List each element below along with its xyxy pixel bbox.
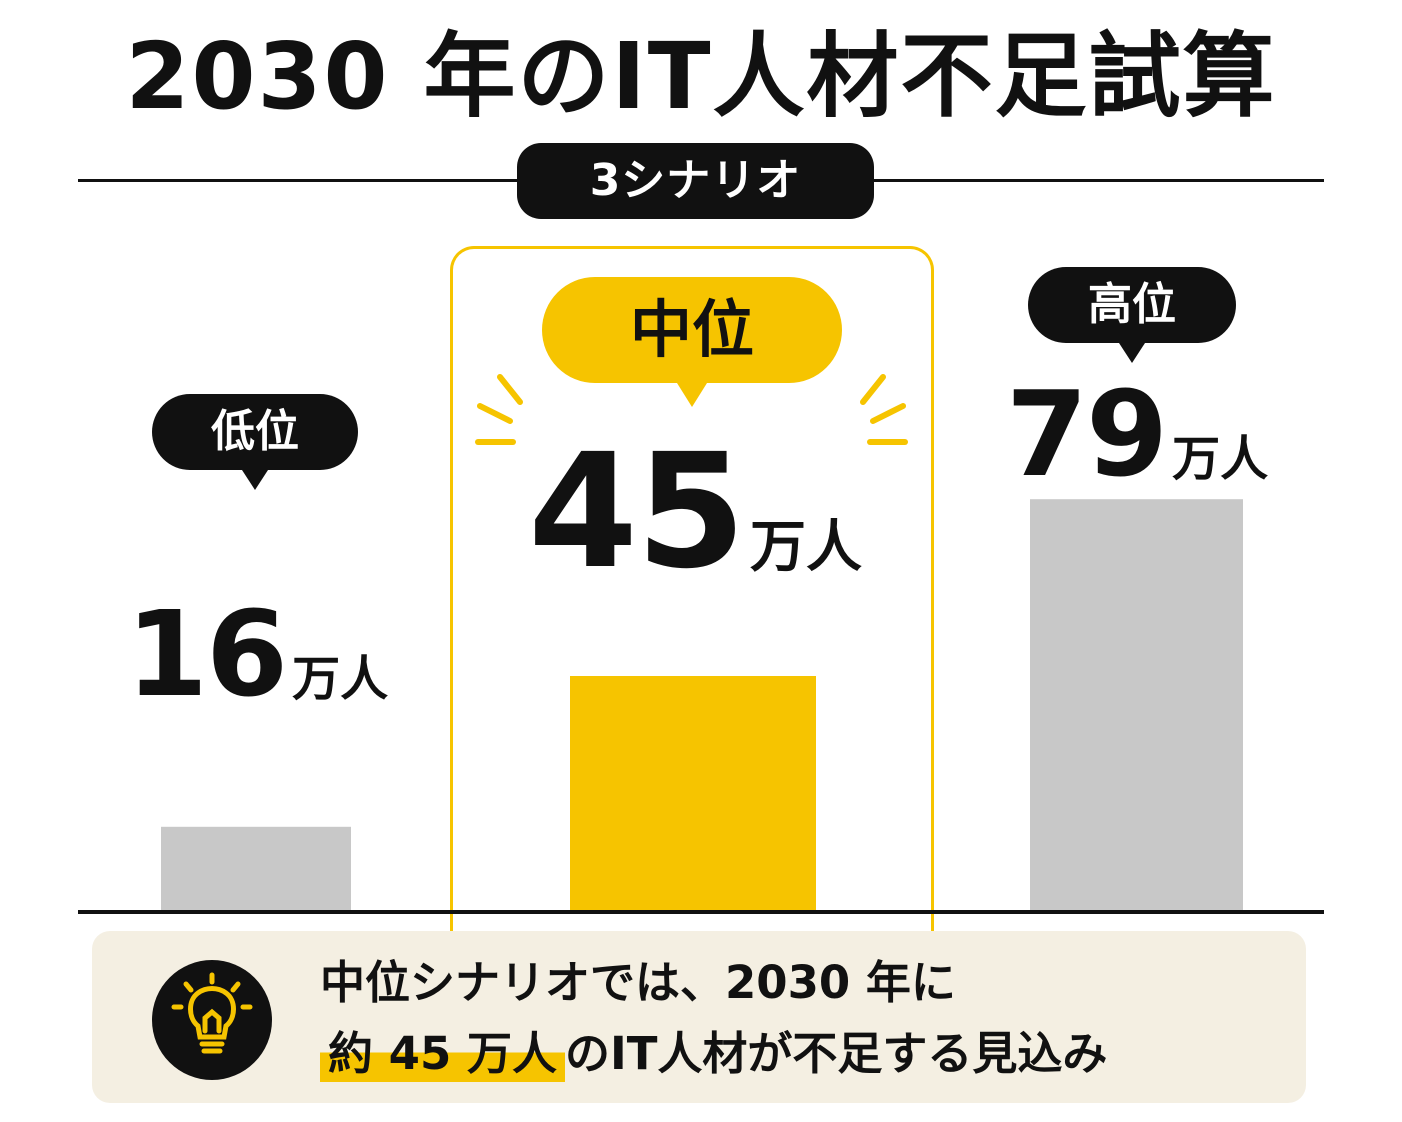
value-number-high: 79 (1005, 365, 1168, 503)
category-label-low: 低位 (152, 394, 358, 490)
value-label-high: 79 万人 (1002, 365, 1272, 503)
highlight-frame (450, 246, 934, 946)
value-unit-mid: 万人 (749, 515, 862, 580)
category-pill-high: 高位 (1028, 267, 1236, 343)
category-label-high: 高位 (1028, 267, 1236, 363)
note-emphasis: 約 45 万人 (320, 1017, 565, 1082)
value-unit-low: 万人 (292, 651, 389, 707)
value-number-mid: 45 (528, 420, 746, 604)
category-label-mid: 中位 (542, 277, 842, 407)
chart-baseline (78, 910, 1324, 914)
note-line-1: 中位シナリオでは、2030 年に (320, 956, 956, 1009)
scenario-badge: 3シナリオ (517, 143, 874, 219)
value-label-low: 16 万人 (122, 585, 392, 723)
note-line-2: 約 45 万人 のIT人材が不足する見込み (320, 1017, 1107, 1082)
chart-title: 2030 年のIT人材不足試算 (125, 23, 1277, 130)
category-pill-mid: 中位 (542, 277, 842, 383)
category-tail-mid (677, 383, 707, 407)
bar-high (1030, 499, 1243, 910)
value-number-low: 16 (125, 585, 288, 723)
note-line-2-rest: のIT人材が不足する見込み (564, 1027, 1108, 1080)
bar-low (161, 826, 351, 910)
value-unit-high: 万人 (1172, 431, 1269, 487)
category-tail-low (242, 470, 268, 490)
category-tail-high (1119, 343, 1145, 363)
summary-note (92, 931, 1306, 1103)
category-pill-low: 低位 (152, 394, 358, 470)
lightbulb-icon (152, 960, 272, 1080)
value-label-mid: 45 万人 (500, 420, 890, 604)
